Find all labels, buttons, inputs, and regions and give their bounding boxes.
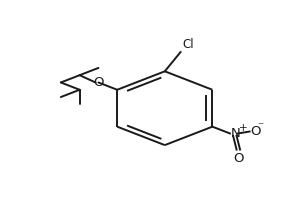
Text: O: O [251,125,261,138]
Text: O: O [93,76,104,89]
Text: +: + [239,123,247,133]
Text: Cl: Cl [182,38,194,51]
Text: O: O [233,152,243,165]
Text: N: N [231,127,241,140]
Text: ⁻: ⁻ [257,120,263,133]
